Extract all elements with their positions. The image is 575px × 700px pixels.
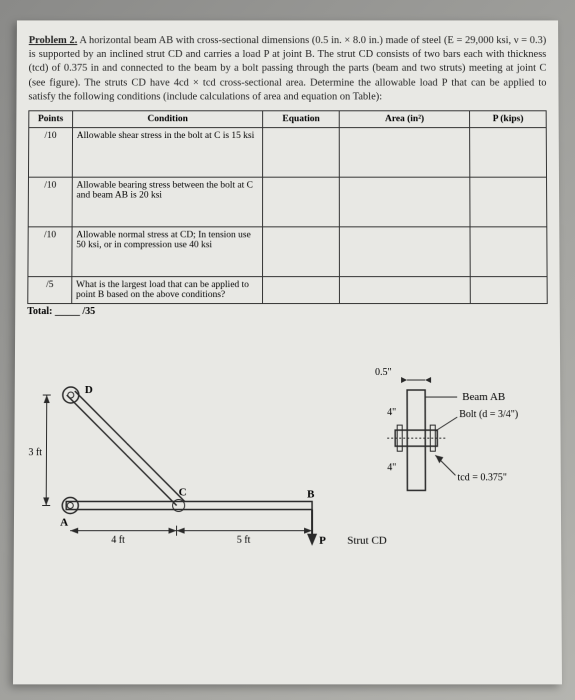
header-points: Points bbox=[29, 111, 73, 128]
area-cell bbox=[339, 227, 470, 277]
dim-3ft: 3 ft bbox=[28, 447, 42, 458]
condition-cell: What is the largest load that can be app… bbox=[72, 276, 263, 303]
condition-cell: Allowable shear stress in the bolt at C … bbox=[72, 127, 263, 177]
dim-half: 0.5" bbox=[375, 367, 392, 378]
table-row: /10 Allowable normal stress at CD; In te… bbox=[28, 227, 547, 277]
dim-4in-2: 4" bbox=[387, 462, 396, 473]
dim-4in-1: 4" bbox=[387, 407, 396, 418]
label-beam: Beam AB bbox=[462, 391, 505, 403]
equation-cell bbox=[263, 127, 339, 177]
header-equation: Equation bbox=[263, 111, 339, 128]
dim-5ft: 5 ft bbox=[237, 535, 251, 546]
equation-cell bbox=[263, 227, 340, 277]
label-A: A bbox=[60, 516, 68, 528]
p-cell bbox=[470, 127, 547, 177]
label-B: B bbox=[307, 488, 314, 500]
points-cell: /10 bbox=[28, 227, 72, 277]
total-line: Total: _____ /35 bbox=[27, 306, 548, 317]
p-cell bbox=[470, 177, 547, 227]
structure-diagram: 3 ft D A C B P 4 ft bbox=[26, 335, 548, 566]
label-strut: Strut CD bbox=[347, 535, 387, 547]
p-cell bbox=[471, 276, 548, 303]
area-cell bbox=[339, 177, 470, 227]
table-row: /10 Allowable bearing stress between the… bbox=[28, 177, 547, 227]
header-area: Area (in²) bbox=[339, 111, 470, 128]
label-tcd: tcd = 0.375" bbox=[457, 472, 507, 483]
points-cell: /10 bbox=[28, 127, 72, 177]
problem-number: Problem 2. bbox=[29, 35, 78, 46]
area-cell bbox=[339, 276, 470, 303]
p-cell bbox=[470, 227, 547, 277]
figure: 3 ft D A C B P 4 ft bbox=[26, 335, 549, 566]
points-cell: /5 bbox=[28, 276, 72, 303]
label-P: P bbox=[319, 535, 326, 547]
problem-statement: Problem 2. A horizontal beam AB with cro… bbox=[28, 34, 546, 104]
problem-body: A horizontal beam AB with cross-sectiona… bbox=[28, 35, 546, 102]
label-D: D bbox=[85, 384, 93, 396]
table-row: /10 Allowable shear stress in the bolt a… bbox=[28, 127, 546, 177]
header-p: P (kips) bbox=[470, 111, 546, 128]
label-C: C bbox=[179, 486, 187, 498]
table-header-row: Points Condition Equation Area (in²) P (… bbox=[29, 111, 546, 128]
points-cell: /10 bbox=[28, 177, 72, 227]
area-cell bbox=[339, 127, 470, 177]
label-bolt: Bolt (d = 3/4") bbox=[459, 409, 518, 420]
condition-cell: Allowable bearing stress between the bol… bbox=[72, 177, 263, 227]
table-row: /5 What is the largest load that can be … bbox=[28, 276, 547, 303]
header-condition: Condition bbox=[72, 111, 263, 128]
equation-cell bbox=[263, 276, 340, 303]
dim-4ft: 4 ft bbox=[111, 535, 125, 546]
conditions-table: Points Condition Equation Area (in²) P (… bbox=[27, 110, 547, 304]
worksheet-page: Problem 2. A horizontal beam AB with cro… bbox=[13, 20, 562, 684]
equation-cell bbox=[263, 177, 339, 227]
condition-cell: Allowable normal stress at CD; In tensio… bbox=[72, 227, 263, 277]
